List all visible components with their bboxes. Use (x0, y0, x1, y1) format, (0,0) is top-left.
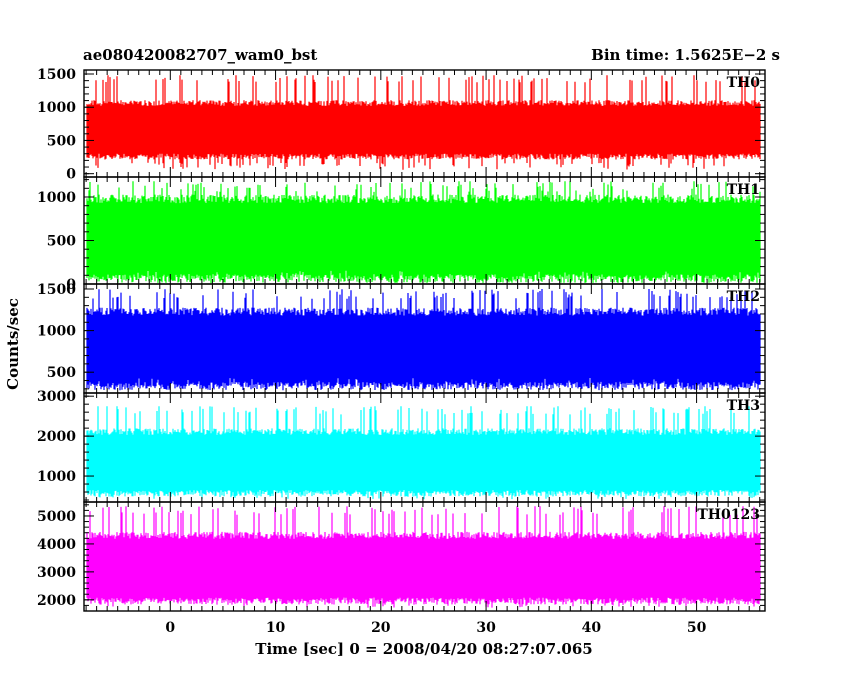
panel-th0: 0 500 1000 1500 TH0 (37, 67, 766, 183)
x-tick-label: 40 (582, 620, 602, 636)
panel-name-label: TH1 (727, 182, 760, 198)
y-tick-label: 3000 (37, 565, 76, 581)
x-tick-label: 50 (687, 620, 707, 636)
y-tick-label: 5000 (37, 509, 76, 525)
x-tick-label: 20 (371, 620, 391, 636)
y-tick-label: 1000 (37, 324, 76, 340)
y-tick-label: 1000 (37, 469, 76, 485)
y-tick-label: 1000 (37, 100, 76, 116)
chart-title: ae080420082707_wam0_bst (83, 46, 317, 64)
y-tick-label: 2000 (37, 429, 76, 445)
series-th0 (86, 75, 761, 170)
x-tick-label: 10 (266, 620, 286, 636)
y-tick-label: 500 (47, 365, 76, 381)
panel-th1: 0 500 1000 TH1 (37, 176, 766, 293)
panel-th2: 500 1000 1500 TH2 (37, 282, 766, 394)
y-tick-label: 3000 (37, 389, 76, 405)
y-tick-label: 1500 (37, 67, 76, 83)
series-th2 (86, 289, 761, 391)
bin-time-label: Bin time: 1.5625E−2 s (591, 46, 780, 64)
x-tick-label: 30 (476, 620, 496, 636)
y-tick-label: 0 (66, 167, 76, 183)
panel-th0123: 2000 3000 4000 5000 TH0123 (37, 501, 766, 612)
panel-frame (83, 501, 766, 612)
x-tick-label: 0 (165, 620, 175, 636)
x-axis-label: Time [sec] 0 = 2008/04/20 08:27:07.065 (255, 640, 592, 658)
y-axis-label: Counts/sec (4, 298, 22, 390)
series-th0123 (86, 506, 761, 608)
panel-name-label: TH2 (727, 289, 760, 305)
panel-th3: 1000 2000 3000 TH3 (37, 389, 766, 503)
panel-name-label: TH0123 (697, 507, 760, 523)
y-tick-label: 4000 (37, 537, 76, 553)
y-tick-label: 0 (66, 277, 76, 293)
y-tick-label: 2000 (37, 593, 76, 609)
panel-name-label: TH3 (727, 398, 760, 414)
y-tick-label: 500 (47, 234, 76, 250)
y-tick-label: 1500 (37, 282, 76, 298)
series-th3 (86, 406, 761, 500)
y-tick-label: 500 (47, 133, 76, 149)
y-tick-label: 1000 (37, 190, 76, 206)
panel-name-label: TH0 (727, 75, 761, 91)
series-th1 (86, 181, 761, 283)
